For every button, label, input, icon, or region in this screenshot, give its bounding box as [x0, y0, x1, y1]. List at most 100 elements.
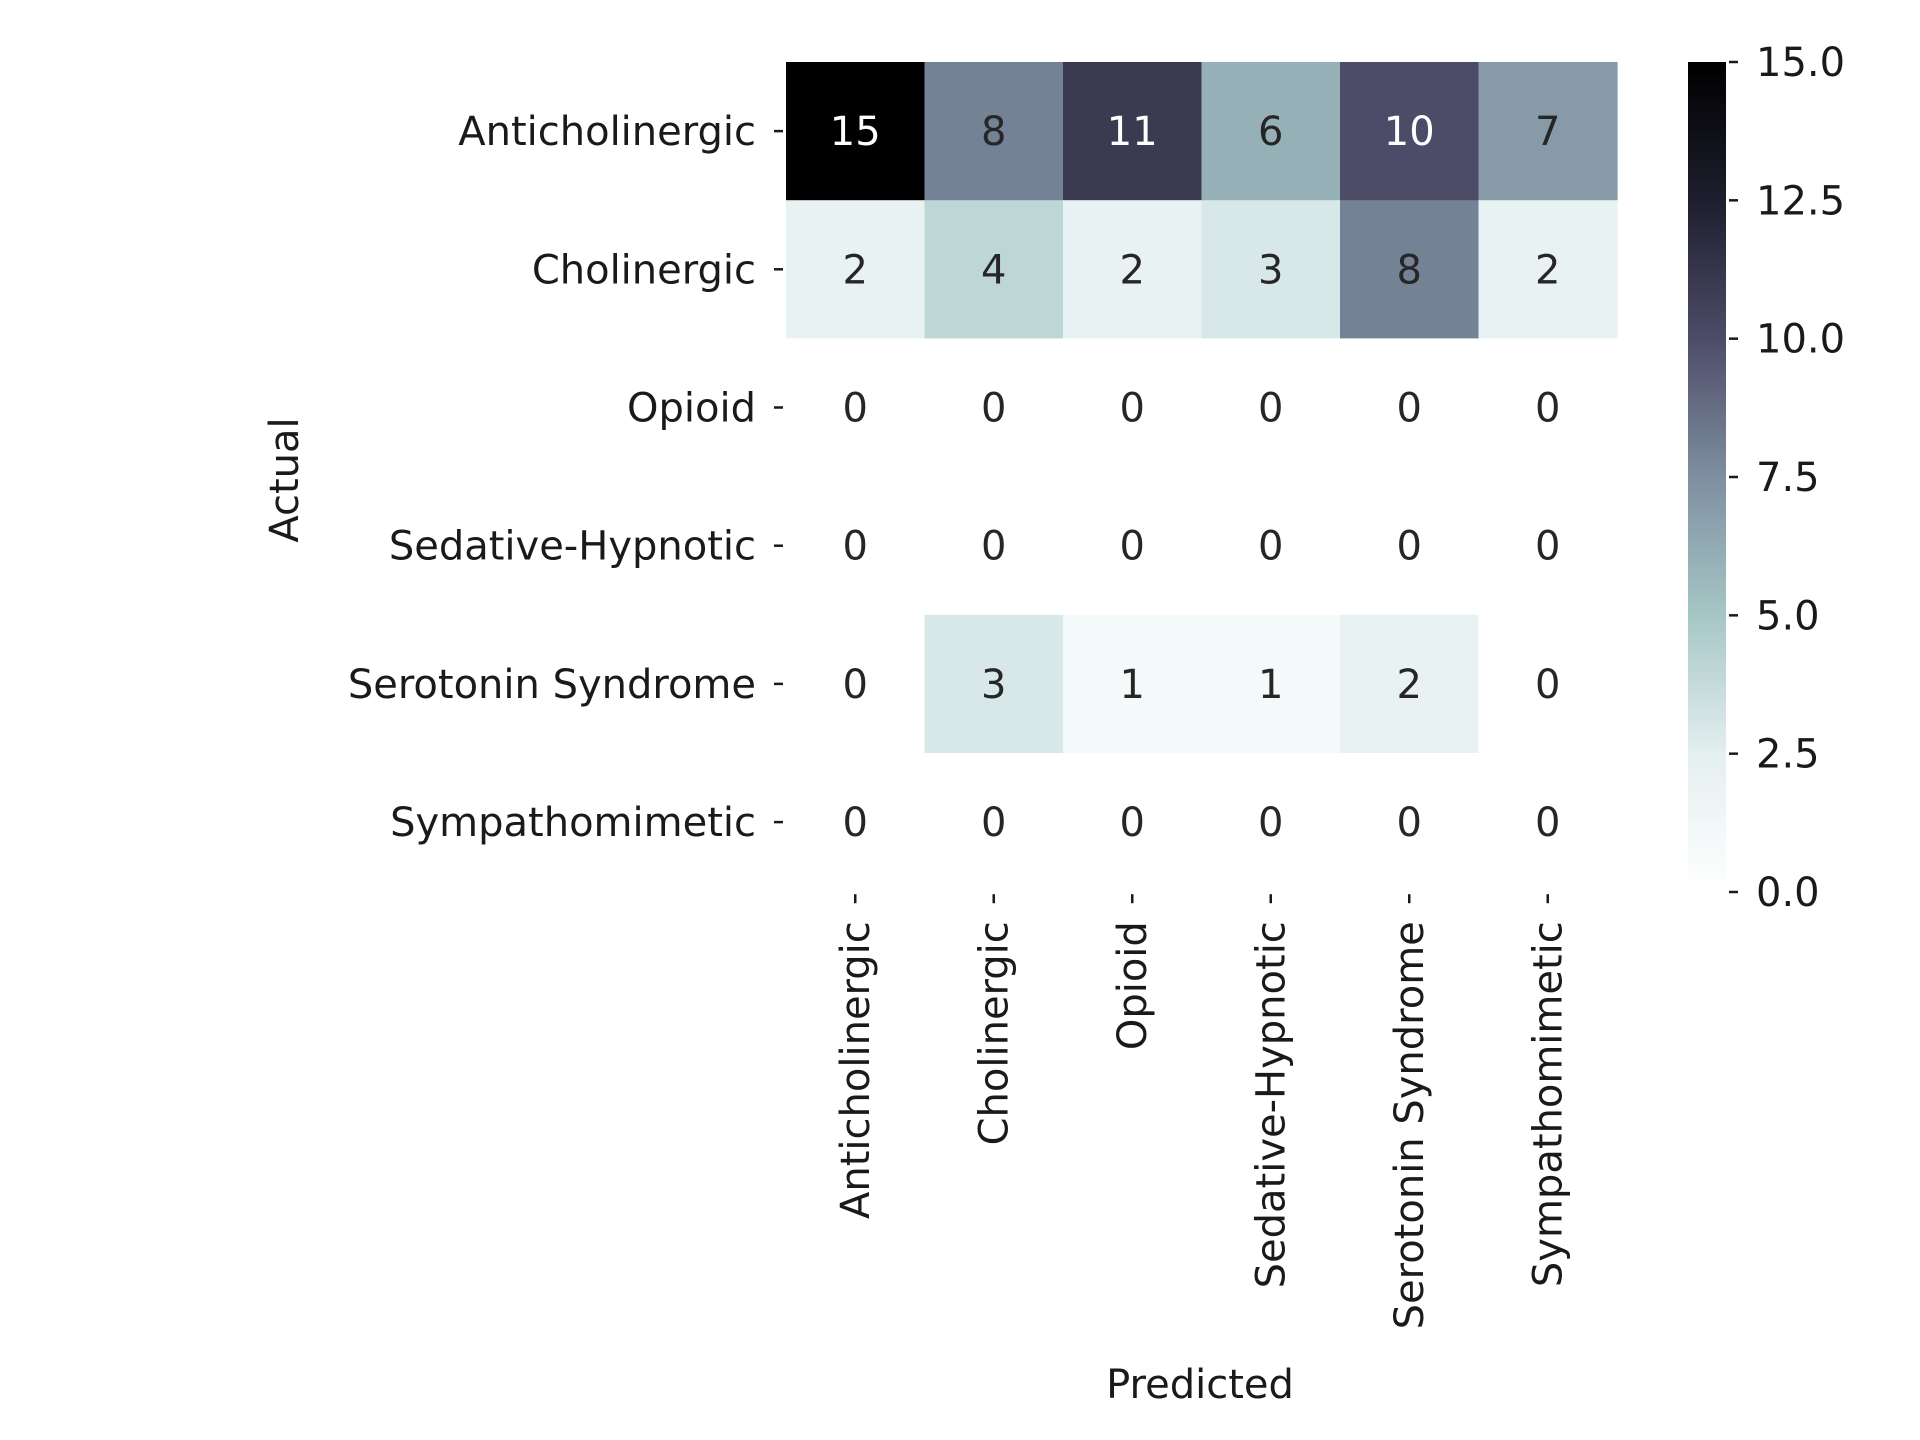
colorbar-ticks: 0.0 2.5 5.0 7.5 10.0 12.5 15.0 — [1729, 40, 1845, 916]
cell-value-label: 3 — [1258, 247, 1283, 293]
heatmap-cell — [1478, 338, 1618, 478]
heatmap-cell — [924, 338, 1064, 478]
heatmap-cell — [1201, 753, 1341, 892]
cell-value-label: 0 — [1397, 800, 1422, 846]
cell-value-label: 0 — [843, 800, 868, 846]
cell-value-label: 0 — [981, 800, 1006, 846]
heatmap-cell — [1063, 753, 1203, 892]
heatmap-cell — [1063, 200, 1203, 339]
cell-value-label: 0 — [1258, 800, 1283, 846]
heatmap-cell — [786, 476, 926, 616]
colorbar-tick-label: 12.5 — [1756, 178, 1845, 224]
cell-value-label: 8 — [981, 109, 1006, 155]
cell-value-label: 0 — [1120, 524, 1145, 570]
cell-value-label: 0 — [843, 386, 868, 432]
x-tick-label: Opioid — [1110, 921, 1156, 1050]
heatmap-cell — [1478, 62, 1618, 201]
heatmap-cell — [1340, 753, 1480, 892]
colorbar-tick-label: 0.0 — [1756, 870, 1820, 916]
heatmap-cell — [1063, 476, 1203, 616]
cell-value-label: 0 — [1397, 386, 1422, 432]
heatmap-cells — [786, 62, 1618, 892]
heatmap-cell — [1340, 62, 1480, 201]
cell-value-label: 1 — [1120, 662, 1145, 708]
heatmap-cell — [1478, 614, 1618, 754]
cell-value-label: 0 — [1120, 800, 1145, 846]
y-axis-label: Actual — [262, 417, 308, 542]
x-tick-label: Sympathomimetic — [1526, 921, 1572, 1287]
heatmap-cell — [786, 62, 926, 201]
cell-value-label: 10 — [1384, 109, 1435, 155]
cell-value-label: 7 — [1535, 109, 1560, 155]
heatmap-cell — [1201, 476, 1341, 616]
cell-value-label: 0 — [843, 524, 868, 570]
cell-value-label: 0 — [1258, 524, 1283, 570]
heatmap-cell — [1478, 200, 1618, 339]
y-tick-label: Opioid — [627, 386, 756, 432]
cell-value-label: 0 — [1120, 386, 1145, 432]
heatmap-cell — [1063, 338, 1203, 478]
colorbar — [1688, 62, 1726, 892]
heatmap-cell — [1201, 62, 1341, 201]
x-tick-label: Serotonin Syndrome — [1387, 921, 1433, 1329]
x-axis: Anticholinergic Cholinergic Opioid Sedative… — [833, 894, 1572, 1329]
heatmap-cell — [1063, 62, 1203, 201]
heatmap-cell — [786, 753, 926, 892]
x-tick-label: Anticholinergic — [833, 921, 879, 1219]
cell-value-label: 0 — [981, 524, 1006, 570]
x-tick-label: Cholinergic — [972, 921, 1018, 1145]
heatmap-cell — [924, 476, 1064, 616]
heatmap-cell — [786, 200, 926, 339]
cell-value-label: 0 — [1397, 524, 1422, 570]
heatmap-cell — [1340, 614, 1480, 754]
cell-value-label: 0 — [1535, 800, 1560, 846]
cell-value-label: 0 — [1258, 386, 1283, 432]
cell-value-label: 1 — [1258, 662, 1283, 708]
heatmap-cell — [786, 614, 926, 754]
y-tick-label: Sympathomimetic — [390, 800, 756, 846]
cell-value-label: 2 — [1535, 247, 1560, 293]
heatmap-cell — [786, 338, 926, 478]
y-tick-label: Sedative-Hypnotic — [389, 524, 756, 570]
heatmap-cell — [1201, 614, 1341, 754]
cell-value-label: 4 — [981, 247, 1006, 293]
heatmap-cell-labels: 15 8 11 6 10 72 4 2 3 8 20 0 0 0 0 00 0 0 0 0 00 3 1 1 2 00 0 0 0 0 0 — [830, 109, 1561, 846]
heatmap-cell — [924, 62, 1064, 201]
colorbar-tick-label: 15.0 — [1756, 40, 1845, 86]
heatmap-cell — [1201, 200, 1341, 339]
heatmap-cell — [1063, 614, 1203, 754]
cell-value-label: 0 — [981, 386, 1006, 432]
y-tick-label: Serotonin Syndrome — [348, 662, 756, 708]
y-tick-label: Cholinergic — [532, 247, 756, 293]
cell-value-label: 3 — [981, 662, 1006, 708]
cell-value-label: 0 — [1535, 524, 1560, 570]
heatmap-cell — [924, 753, 1064, 892]
x-axis-label: Predicted — [1106, 1362, 1294, 1408]
y-tick-label: Anticholinergic — [458, 109, 756, 155]
heatmap-cell — [1340, 476, 1480, 616]
cell-value-label: 0 — [1535, 662, 1560, 708]
heatmap-cell — [924, 614, 1064, 754]
cell-value-label: 0 — [843, 662, 868, 708]
colorbar-tick-label: 5.0 — [1756, 593, 1820, 639]
cell-value-label: 8 — [1397, 247, 1422, 293]
cell-value-label: 2 — [843, 247, 868, 293]
x-tick-label: Sedative-Hypnotic — [1249, 921, 1295, 1288]
cell-value-label: 11 — [1107, 109, 1158, 155]
colorbar-tick-label: 7.5 — [1756, 455, 1820, 501]
cell-value-label: 2 — [1120, 247, 1145, 293]
heatmap-cell — [1201, 338, 1341, 478]
heatmap-cell — [1340, 338, 1480, 478]
cell-value-label: 15 — [830, 109, 881, 155]
heatmap-cell — [1478, 476, 1618, 616]
colorbar-tick-label: 2.5 — [1756, 732, 1820, 778]
cell-value-label: 6 — [1258, 109, 1283, 155]
y-axis: Anticholinergic Cholinergic Opioid Sedative… — [348, 109, 783, 846]
heatmap-cell — [1340, 200, 1480, 339]
cell-value-label: 0 — [1535, 386, 1560, 432]
cell-value-label: 2 — [1397, 662, 1422, 708]
heatmap-cell — [924, 200, 1064, 339]
colorbar-tick-label: 10.0 — [1756, 317, 1845, 363]
heatmap-cell — [1478, 753, 1618, 892]
